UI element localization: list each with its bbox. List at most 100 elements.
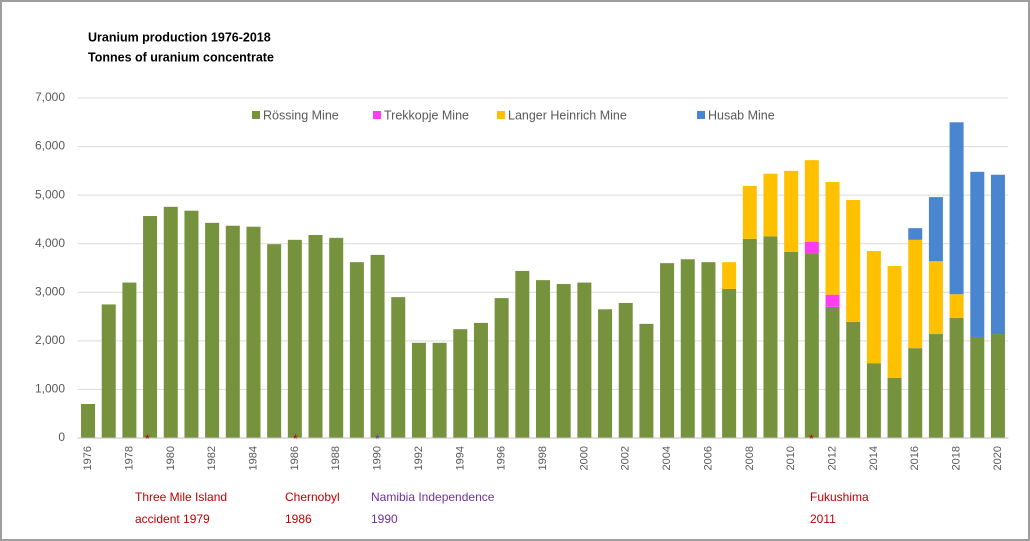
x-tick-label: 2014 bbox=[868, 446, 880, 470]
bar-segment bbox=[763, 236, 778, 438]
legend-swatch bbox=[252, 111, 260, 119]
chart-title: Uranium production 1976-2018 bbox=[88, 30, 271, 44]
bar-segment bbox=[825, 294, 840, 307]
x-tick-label: 1978 bbox=[123, 446, 135, 470]
annotation: Chernobyl 1986 bbox=[285, 490, 340, 526]
bar-segment bbox=[722, 288, 737, 438]
bar-segment bbox=[349, 262, 364, 438]
bar-segment bbox=[949, 294, 964, 319]
bar-segment bbox=[990, 174, 1005, 335]
bar-segment bbox=[949, 318, 964, 438]
bar-segment bbox=[680, 259, 695, 438]
bar-segment bbox=[432, 342, 447, 438]
x-tick-label: 1988 bbox=[330, 446, 342, 470]
x-tick-label: 1996 bbox=[496, 446, 508, 470]
bar-segment bbox=[308, 234, 323, 438]
bar-segment bbox=[804, 241, 819, 254]
legend-label: Trekkopje Mine bbox=[384, 108, 469, 122]
legend-label: Rössing Mine bbox=[263, 108, 339, 122]
bar-segment bbox=[411, 342, 426, 438]
bar-segment bbox=[928, 334, 943, 438]
y-tick-label: 6,000 bbox=[35, 139, 65, 153]
bar-segment bbox=[866, 363, 881, 438]
bar-segment bbox=[122, 282, 137, 438]
x-tick-label: 2008 bbox=[744, 446, 756, 470]
x-tick-label: 1994 bbox=[454, 446, 466, 470]
bar-segment bbox=[556, 284, 571, 438]
y-tick-label: 3,000 bbox=[35, 284, 65, 298]
bar-segment bbox=[990, 334, 1005, 438]
x-tick-label: 1986 bbox=[289, 446, 301, 470]
bar-segment bbox=[825, 306, 840, 438]
bar-segment bbox=[287, 239, 302, 438]
bar-segment bbox=[887, 266, 902, 378]
y-tick-label: 2,000 bbox=[35, 333, 65, 347]
bar-segment bbox=[494, 298, 509, 438]
bar-segment bbox=[267, 244, 282, 438]
annotation: Namibia Independence 1990 bbox=[371, 490, 495, 526]
asterisk: * bbox=[293, 432, 298, 446]
bar-segment bbox=[928, 197, 943, 262]
bar-segment bbox=[908, 239, 923, 349]
x-tick-label: 2020 bbox=[992, 446, 1004, 470]
bar-segment bbox=[701, 262, 716, 438]
x-tick-label: 2004 bbox=[661, 446, 673, 470]
bar-segment bbox=[370, 254, 385, 438]
annotation: Fukushima 2011 bbox=[810, 490, 869, 526]
bar-segment bbox=[246, 226, 261, 438]
bar-segment bbox=[101, 304, 116, 438]
x-tick-label: 2012 bbox=[827, 446, 839, 470]
bar-segment bbox=[866, 251, 881, 364]
x-tick-label: 1980 bbox=[165, 446, 177, 470]
bar-segment bbox=[81, 404, 96, 438]
y-tick-label: 1,000 bbox=[35, 382, 65, 396]
x-tick-label: 2010 bbox=[785, 446, 797, 470]
bar-segment bbox=[329, 237, 344, 438]
bar-segment bbox=[391, 297, 406, 438]
x-tick-label: 1990 bbox=[372, 446, 384, 470]
bar-segment bbox=[577, 282, 592, 438]
bar-segment bbox=[970, 336, 985, 438]
bar-segment bbox=[887, 377, 902, 438]
bar-segment bbox=[473, 322, 488, 438]
bar-segment bbox=[825, 182, 840, 295]
bar-segment bbox=[804, 160, 819, 242]
bar-segment bbox=[184, 210, 199, 438]
x-tick-label: 2002 bbox=[620, 446, 632, 470]
x-tick-label: 1992 bbox=[413, 446, 425, 470]
bar-segment bbox=[949, 122, 964, 295]
bar-segment bbox=[536, 280, 550, 438]
asterisk: * bbox=[145, 432, 150, 446]
y-tick-label: 5,000 bbox=[35, 187, 65, 201]
legend-label: Husab Mine bbox=[708, 108, 775, 122]
annotation: Three Mile Island accident 1979 bbox=[135, 490, 228, 526]
bar-segment bbox=[453, 329, 468, 438]
bar-segment bbox=[846, 321, 861, 438]
bar-segment bbox=[163, 206, 178, 438]
bar-segment bbox=[660, 263, 675, 438]
bar-segment bbox=[205, 222, 220, 438]
bar-segment bbox=[784, 170, 799, 252]
bar-segment bbox=[763, 173, 778, 237]
asterisk: * bbox=[375, 432, 380, 446]
y-tick-label: 4,000 bbox=[35, 236, 65, 250]
x-tick-label: 1984 bbox=[247, 446, 259, 470]
chart-subtitle: Tonnes of uranium concentrate bbox=[88, 50, 274, 64]
y-tick-label: 7,000 bbox=[35, 90, 65, 104]
bar-segment bbox=[722, 262, 737, 289]
bar-segment bbox=[908, 228, 923, 240]
bar-segment bbox=[742, 238, 757, 438]
x-tick-label: 1976 bbox=[82, 446, 94, 470]
bar-segment bbox=[639, 323, 654, 438]
bar-segment bbox=[908, 348, 923, 438]
y-tick-label: 0 bbox=[58, 430, 65, 444]
legend-swatch bbox=[697, 111, 705, 119]
x-tick-label: 2000 bbox=[578, 446, 590, 470]
bar-segment bbox=[618, 302, 633, 438]
legend-label: Langer Heinrich Mine bbox=[508, 108, 627, 122]
x-tick-label: 1982 bbox=[206, 446, 218, 470]
x-tick-label: 1998 bbox=[537, 446, 549, 470]
bar-segment bbox=[515, 270, 530, 438]
